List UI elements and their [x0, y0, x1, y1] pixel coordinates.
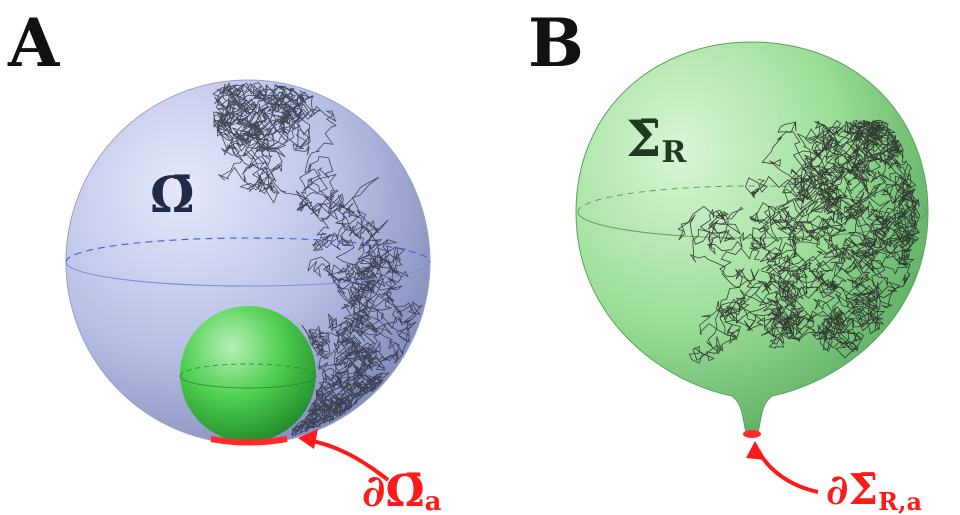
boundary-patch-b — [743, 430, 761, 438]
balloon-surface — [575, 41, 929, 433]
boundary-label-b: ∂Σ̄R,a — [826, 465, 922, 515]
inner-equator-front — [179, 375, 317, 389]
inner-equator-back — [179, 363, 317, 377]
panel-b: B Σ̄R ∂Σ̄R,a — [528, 4, 929, 515]
boundary-patch-a — [210, 436, 288, 446]
random-walk-a — [212, 81, 423, 438]
arrow-b — [756, 449, 819, 494]
outer-equator-back — [65, 237, 431, 263]
arrowhead-b — [746, 441, 766, 460]
panel-a: A Ω̄ ∂Ω̄a — [7, 4, 442, 515]
panel-letter-b: B — [528, 4, 584, 82]
inner-sphere — [180, 306, 316, 442]
panel-letter-a: A — [7, 4, 60, 82]
random-walk-b — [677, 119, 921, 364]
boundary-label-a: ∂Ω̄a — [362, 466, 442, 515]
outer-equator-front — [65, 261, 431, 287]
region-label-omega: Ω̄ — [150, 165, 195, 224]
arrowhead-a — [298, 429, 318, 449]
region-label-sigma: Σ̄R — [626, 109, 687, 170]
